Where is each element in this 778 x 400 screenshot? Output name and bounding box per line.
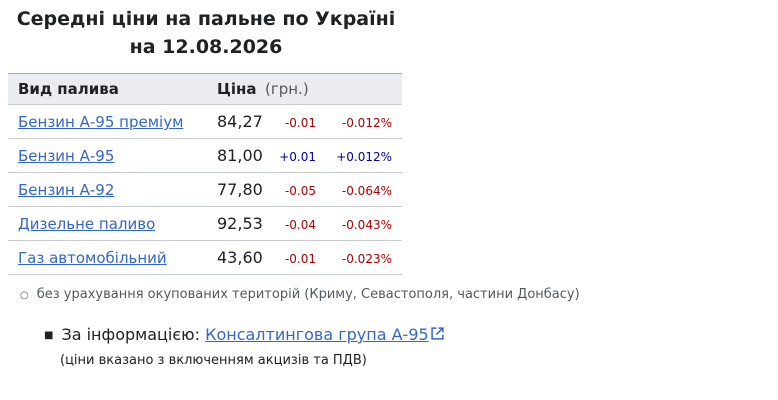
fuel-cell: Бензин А-95 преміум <box>18 113 183 131</box>
price: 43,60 <box>217 248 263 267</box>
column-header: Вид палива <box>18 80 119 98</box>
fuel-cell: Бензин А-95 <box>18 147 114 165</box>
column-unit: (грн.) <box>265 80 309 98</box>
footnote: ○ без урахування окупованих територій (Кр… <box>20 287 580 302</box>
source-link[interactable]: Консалтингова група А-95 <box>205 325 429 344</box>
change: -0.01 <box>284 116 316 130</box>
fuel-cell: Дизельне паливо <box>18 215 155 233</box>
change-percent: +0.012% <box>336 150 392 164</box>
source: ■ За інформацією: Консалтингова група А-9… <box>44 325 444 344</box>
table-row: Бензин А-95 81,00 +0.01 +0.012% <box>8 138 402 172</box>
fuel-link[interactable]: Бензин А-95 <box>18 147 115 165</box>
external-icon <box>430 327 444 340</box>
footnote-text: без урахування окупованих територій (Кри… <box>36 287 580 302</box>
change-percent: -0.043% <box>341 218 392 232</box>
table-row: Бензин А-95 преміум 84,27 -0.01 -0.012% <box>8 104 402 138</box>
fuel-link[interactable]: Дизельне паливо <box>18 215 156 233</box>
source-label: За інформацією: <box>61 325 200 344</box>
change-percent: -0.012% <box>341 116 392 130</box>
price: 77,80 <box>217 180 263 199</box>
table-row: Газ автомобільний 43,60 -0.01 -0.023% <box>8 240 402 275</box>
price: 81,00 <box>217 146 263 165</box>
change-percent: -0.064% <box>341 184 392 198</box>
price: 84,27 <box>217 112 263 131</box>
price-table: Вид палива Ціна (грн.) Бензин А-95 премі… <box>8 73 402 275</box>
change: -0.04 <box>284 218 316 232</box>
column-header: Ціна <box>217 80 257 98</box>
fuel-link[interactable]: Бензин А-92 <box>18 181 115 199</box>
header-row: Вид палива Ціна (грн.) <box>8 73 402 104</box>
table-row: Бензин А-92 77,80 -0.05 -0.064% <box>8 172 402 206</box>
change-percent: -0.023% <box>341 252 392 266</box>
table-row: Дизельне паливо 92,53 -0.04 -0.043% <box>8 206 402 240</box>
title: на 12.08.2026 <box>129 36 283 58</box>
price: 92,53 <box>217 214 263 233</box>
fuel-link[interactable]: Бензин А-95 преміум <box>18 113 184 131</box>
change: -0.05 <box>284 184 316 198</box>
fuel-link[interactable]: Газ автомобільний <box>18 249 167 267</box>
change: +0.01 <box>279 150 316 164</box>
source-note: (ціни вказано з включенням акцизів та ПД… <box>60 353 367 368</box>
fuel-cell: Бензин А-92 <box>18 181 114 199</box>
fuel-cell: Газ автомобільний <box>18 249 167 267</box>
change: -0.01 <box>284 252 316 266</box>
title: Середні ціни на пальне по Україні <box>16 8 396 30</box>
